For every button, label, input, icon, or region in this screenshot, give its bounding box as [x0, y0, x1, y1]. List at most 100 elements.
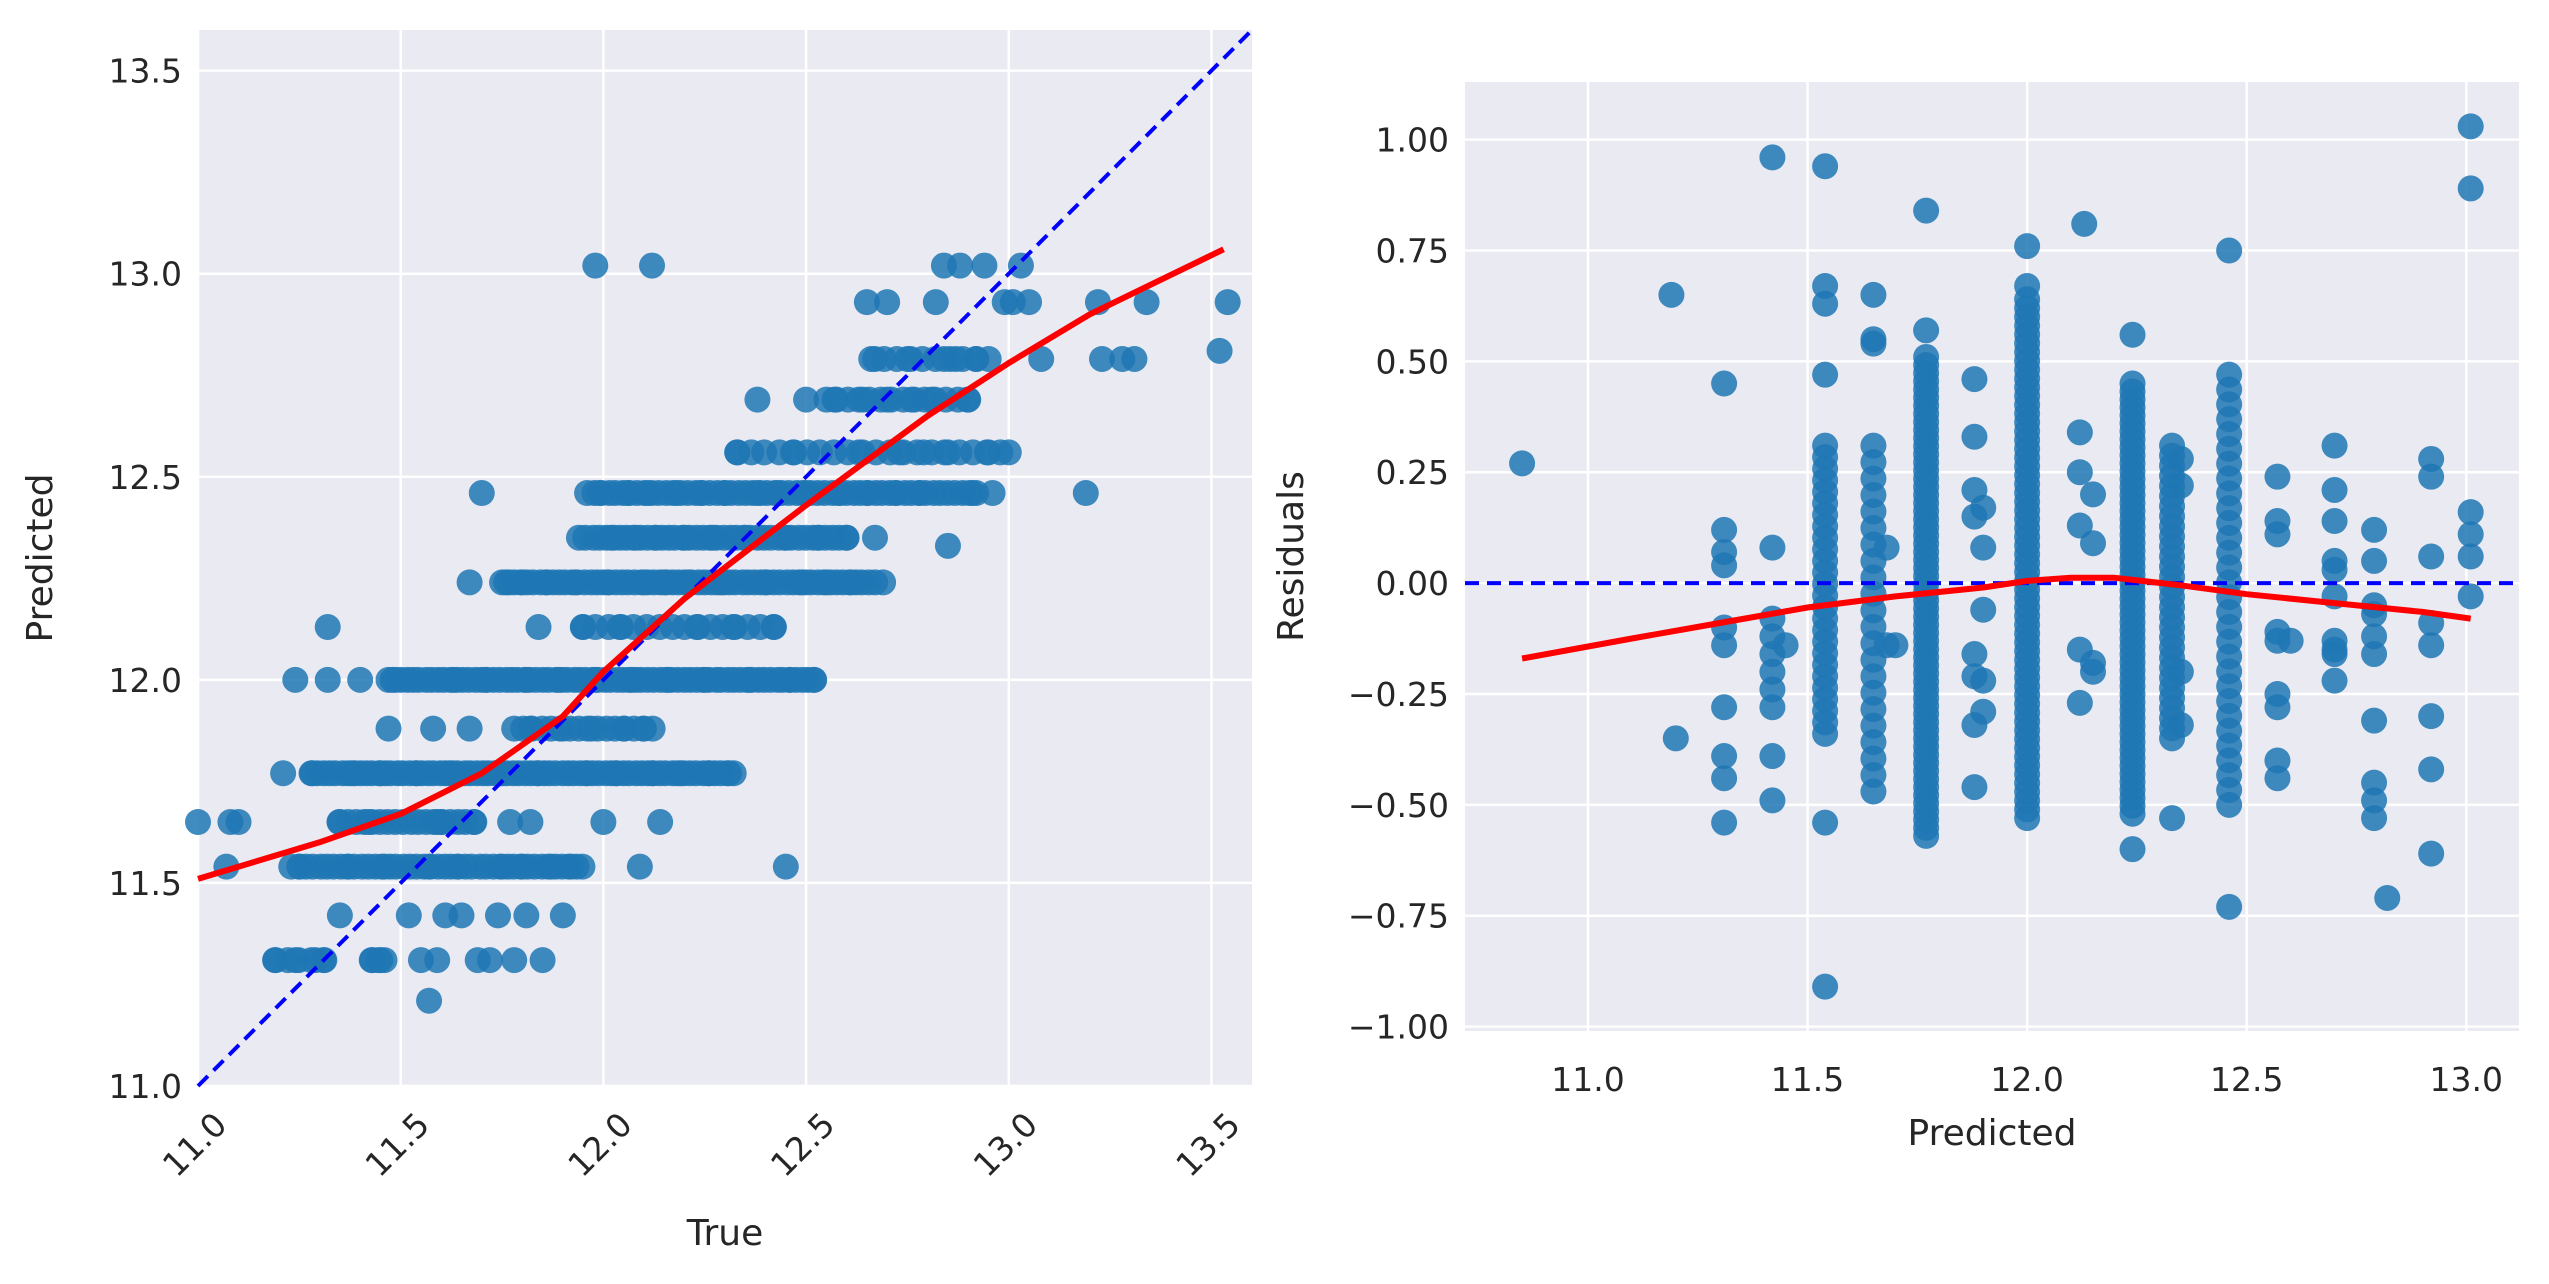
data-point — [1970, 596, 1997, 623]
data-point — [509, 853, 536, 880]
data-point — [529, 947, 556, 974]
data-point — [647, 809, 674, 835]
data-point — [371, 853, 398, 880]
data-point — [861, 345, 888, 372]
data-point — [1772, 632, 1799, 659]
data-point — [367, 947, 394, 974]
gridlines — [196, 30, 1252, 1088]
data-point — [1711, 809, 1738, 836]
data-point — [375, 715, 402, 742]
data-point — [282, 947, 309, 974]
data-point — [578, 715, 605, 742]
data-point — [2418, 703, 2445, 730]
trend-line — [197, 246, 1225, 882]
data-point — [764, 480, 791, 507]
data-point — [1759, 787, 1786, 814]
data-point — [971, 252, 998, 279]
data-point — [2167, 445, 2194, 472]
data-point — [780, 439, 807, 466]
data-point — [1961, 423, 1988, 450]
data-point — [922, 289, 949, 316]
data-point — [1970, 667, 1997, 694]
scatter-points — [185, 252, 1241, 1014]
data-point — [416, 987, 443, 1014]
x-tick-label: 12.0 — [560, 1105, 640, 1185]
data-point — [716, 760, 743, 787]
data-point — [379, 666, 406, 693]
data-point — [2457, 499, 2484, 526]
data-point — [395, 902, 422, 929]
data-point — [1961, 366, 1988, 393]
data-point — [849, 386, 876, 413]
data-point — [2066, 512, 2093, 539]
data-point — [1759, 534, 1786, 561]
data-point — [651, 569, 678, 596]
data-point — [444, 853, 471, 880]
data-point — [699, 524, 726, 551]
data-point — [549, 902, 576, 929]
data-point — [1812, 153, 1839, 180]
data-point — [853, 289, 880, 316]
data-point — [1214, 289, 1241, 316]
data-point — [886, 439, 913, 466]
data-point — [501, 947, 528, 974]
x-tick-label: 11.5 — [1771, 1060, 1844, 1099]
data-point — [2071, 210, 2098, 237]
data-point — [456, 715, 483, 742]
data-point — [1133, 289, 1160, 316]
x-tick-label: 11.5 — [357, 1105, 437, 1185]
data-point — [1509, 450, 1536, 477]
data-point — [1961, 774, 1988, 801]
data-point — [1007, 252, 1034, 279]
data-point — [630, 715, 657, 742]
data-point — [1658, 281, 1685, 308]
data-point — [622, 524, 649, 551]
y-tick-label: −0.50 — [1348, 786, 1449, 825]
data-point — [833, 524, 860, 551]
data-point — [1711, 694, 1738, 721]
data-point — [513, 666, 540, 693]
data-point — [2264, 521, 2291, 548]
data-point — [582, 252, 609, 279]
x-axis-label: Predicted — [1908, 1113, 2077, 1154]
data-point — [2080, 658, 2107, 685]
x-tick-label: 12.0 — [1990, 1060, 2063, 1099]
data-point — [2159, 805, 2186, 832]
data-point — [979, 480, 1006, 507]
data-point — [687, 480, 714, 507]
data-point — [2361, 516, 2388, 543]
data-point — [334, 853, 361, 880]
x-tick-label: 12.5 — [763, 1105, 843, 1185]
data-point — [602, 760, 629, 787]
data-point — [2418, 840, 2445, 867]
lowess-trend-line — [197, 246, 1225, 882]
data-point — [2066, 689, 2093, 716]
data-point — [695, 760, 722, 787]
data-point — [1913, 197, 1940, 224]
reference-line — [196, 28, 1254, 1088]
data-point — [630, 569, 657, 596]
data-point — [2119, 836, 2146, 863]
data-point — [2277, 627, 2304, 654]
data-point — [2264, 463, 2291, 490]
data-point — [1759, 144, 1786, 171]
data-point — [574, 760, 601, 787]
x-tick-label: 13.0 — [966, 1105, 1046, 1185]
y-tick-label: 0.25 — [1376, 453, 1449, 492]
data-point — [286, 853, 313, 880]
data-point — [793, 386, 820, 413]
y-tick-label: 0.50 — [1376, 342, 1449, 381]
data-point — [513, 902, 540, 929]
data-point — [282, 666, 309, 693]
data-point — [772, 853, 799, 880]
data-point — [626, 853, 653, 880]
data-point — [1711, 743, 1738, 770]
data-point — [509, 569, 536, 596]
data-point — [420, 715, 447, 742]
data-point — [1711, 552, 1738, 579]
data-point — [776, 666, 803, 693]
data-point — [2361, 641, 2388, 668]
data-point — [1860, 330, 1887, 357]
data-point — [934, 532, 961, 559]
data-point — [1812, 809, 1839, 836]
